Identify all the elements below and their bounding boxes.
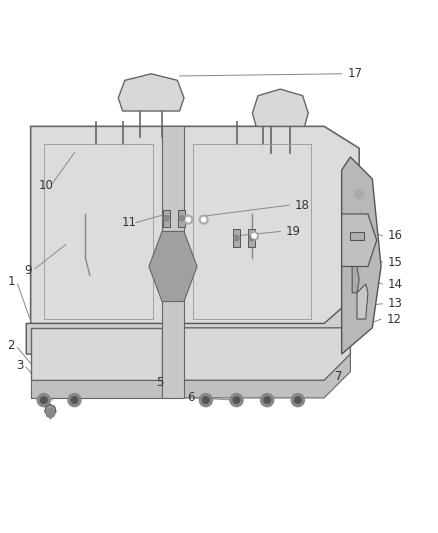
Polygon shape <box>184 354 350 398</box>
Circle shape <box>201 217 206 222</box>
Text: 13: 13 <box>388 297 403 310</box>
Circle shape <box>230 393 243 407</box>
Circle shape <box>199 215 208 224</box>
Text: 15: 15 <box>388 256 403 269</box>
Circle shape <box>41 397 47 403</box>
Polygon shape <box>31 381 162 398</box>
Text: 9: 9 <box>25 264 32 277</box>
Text: 12: 12 <box>387 312 402 326</box>
Polygon shape <box>184 328 350 381</box>
Circle shape <box>261 393 274 407</box>
Circle shape <box>179 216 184 221</box>
Circle shape <box>37 393 50 407</box>
Polygon shape <box>163 209 170 227</box>
Polygon shape <box>162 126 184 398</box>
Circle shape <box>68 393 81 407</box>
Circle shape <box>355 190 364 199</box>
Polygon shape <box>248 229 255 247</box>
Text: 2: 2 <box>7 339 15 352</box>
Polygon shape <box>26 293 359 354</box>
Circle shape <box>294 397 301 403</box>
Text: 11: 11 <box>122 216 137 229</box>
Text: 17: 17 <box>347 67 362 80</box>
Text: 18: 18 <box>295 199 310 212</box>
Polygon shape <box>35 135 359 336</box>
Polygon shape <box>31 126 359 332</box>
Circle shape <box>291 393 304 407</box>
Text: 1: 1 <box>7 276 15 288</box>
Text: 6: 6 <box>187 391 194 405</box>
Circle shape <box>249 236 254 241</box>
Circle shape <box>186 217 191 222</box>
Polygon shape <box>233 229 240 247</box>
Text: 7: 7 <box>335 369 343 383</box>
Circle shape <box>164 216 169 221</box>
Circle shape <box>71 397 78 403</box>
Circle shape <box>202 397 209 403</box>
Polygon shape <box>342 214 377 266</box>
Polygon shape <box>352 266 359 293</box>
Circle shape <box>234 236 239 241</box>
Bar <box>350 232 364 240</box>
Polygon shape <box>342 157 381 354</box>
Text: 10: 10 <box>39 179 53 192</box>
Text: 3: 3 <box>16 359 23 372</box>
Polygon shape <box>149 231 197 302</box>
Polygon shape <box>252 89 308 126</box>
Circle shape <box>264 397 271 403</box>
Polygon shape <box>118 74 184 111</box>
Circle shape <box>46 409 55 418</box>
Text: 14: 14 <box>388 278 403 290</box>
Text: 19: 19 <box>286 225 301 238</box>
Polygon shape <box>45 405 56 418</box>
Text: 16: 16 <box>388 229 403 243</box>
Polygon shape <box>31 328 162 381</box>
Circle shape <box>233 397 240 403</box>
Polygon shape <box>178 209 185 227</box>
Circle shape <box>184 215 193 224</box>
Polygon shape <box>357 284 368 319</box>
Circle shape <box>250 231 258 240</box>
Circle shape <box>252 233 256 238</box>
Text: 5: 5 <box>156 376 163 389</box>
Circle shape <box>199 393 212 407</box>
